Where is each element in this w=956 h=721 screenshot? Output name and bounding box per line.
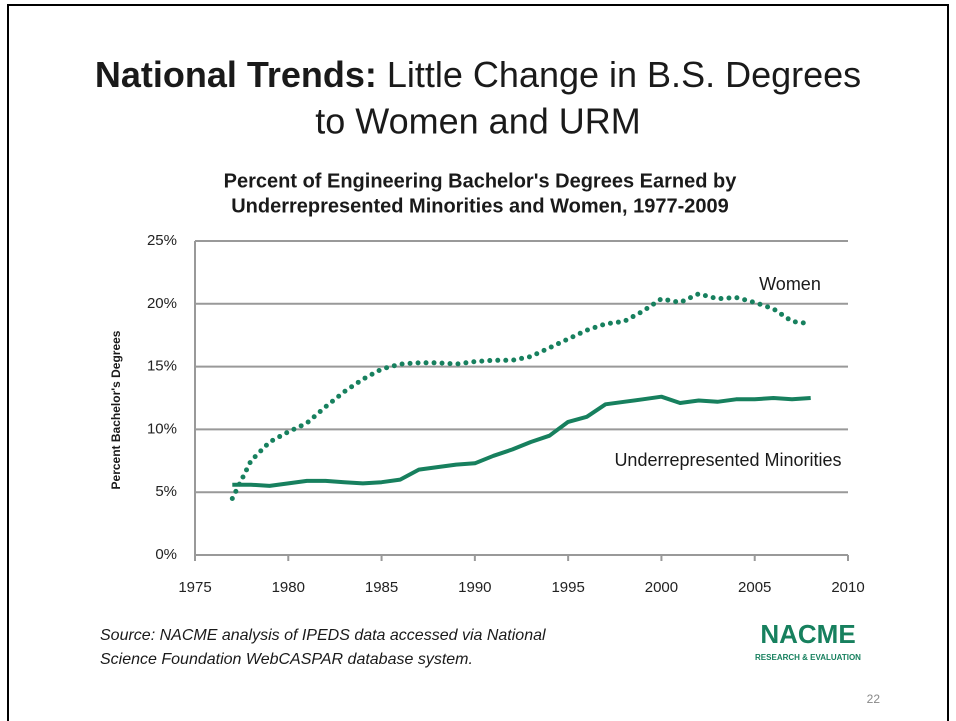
x-tick-label: 2010 xyxy=(831,579,864,596)
logo-name: NACME xyxy=(760,619,855,649)
x-tick-label: 1980 xyxy=(272,579,305,596)
chart-title: Percent of Engineering Bachelor's Degree… xyxy=(224,170,738,192)
x-tick-label: 2000 xyxy=(645,579,678,596)
x-tick-label: 1985 xyxy=(365,579,398,596)
y-axis-label: Percent Bachelor's Degrees xyxy=(109,330,123,489)
y-tick-label: 25% xyxy=(147,232,177,249)
x-tick-label: 1990 xyxy=(458,579,491,596)
line-series xyxy=(232,394,811,488)
page-number: 22 xyxy=(867,692,881,706)
slide-border xyxy=(7,4,949,721)
title-rest: Little Change in B.S. Degrees xyxy=(387,54,861,95)
source: Source: NACME analysis of IPEDS data acc… xyxy=(100,627,546,644)
x-tick-label: 1995 xyxy=(551,579,584,596)
y-tick-label: 0% xyxy=(155,546,177,563)
logo-tagline: RESEARCH & EVALUATION xyxy=(755,653,861,662)
y-tick-label: 5% xyxy=(155,483,177,500)
line-series xyxy=(229,291,814,501)
slide-title-line2: to Women and URM xyxy=(315,101,640,142)
series-label: Underrepresented Minorities xyxy=(614,450,841,470)
y-tick-label: 20% xyxy=(147,295,177,312)
x-tick-label: 2005 xyxy=(738,579,771,596)
chart-title: Underrepresented Minorities and Women, 1… xyxy=(231,195,729,217)
x-tick-label: 1975 xyxy=(178,579,211,596)
slide-title: National Trends: Little Change in B.S. De… xyxy=(95,54,861,95)
y-tick-label: 10% xyxy=(147,420,177,437)
series-label: Women xyxy=(759,274,821,294)
y-tick-label: 15% xyxy=(147,358,177,375)
source: Science Foundation WebCASPAR database sy… xyxy=(100,651,473,668)
title-bold: National Trends: xyxy=(95,54,377,95)
